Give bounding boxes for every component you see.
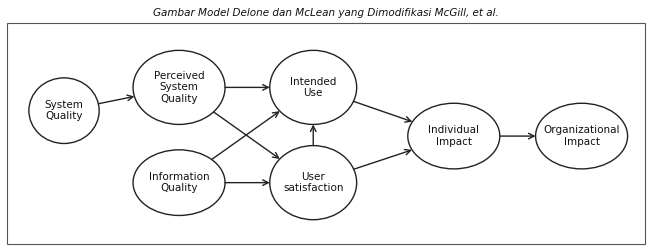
- Text: Gambar Model Delone dan McLean yang Dimodifikasi McGill, et al.: Gambar Model Delone dan McLean yang Dimo…: [153, 8, 499, 18]
- Text: Perceived
System
Quality: Perceived System Quality: [154, 71, 204, 104]
- Text: Information
Quality: Information Quality: [149, 172, 209, 194]
- Text: Intended
Use: Intended Use: [290, 77, 336, 98]
- Text: System
Quality: System Quality: [44, 100, 83, 121]
- Text: Individual
Impact: Individual Impact: [428, 125, 479, 147]
- Text: Organizational
Impact: Organizational Impact: [543, 125, 620, 147]
- Text: User
satisfaction: User satisfaction: [283, 172, 344, 194]
